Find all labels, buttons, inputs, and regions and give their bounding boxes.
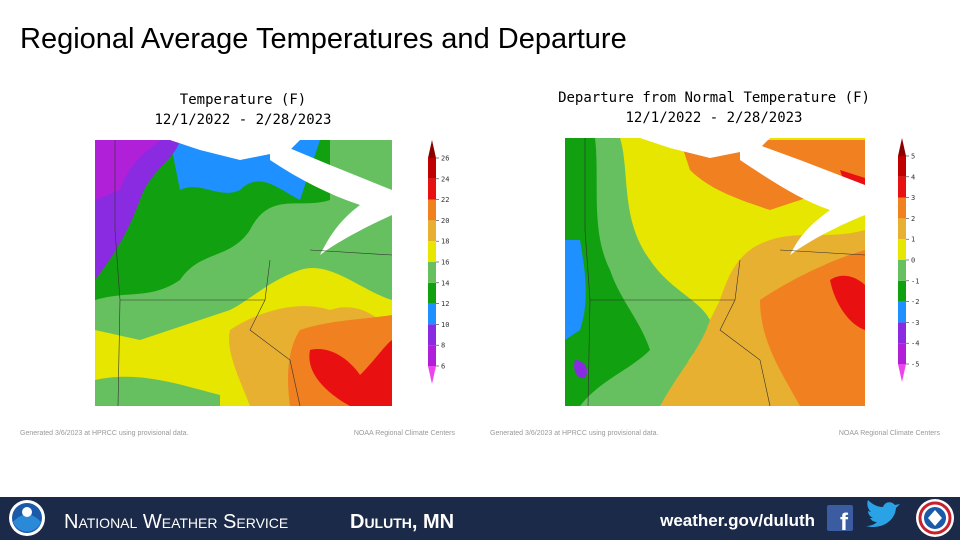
colorbar-segment: [898, 176, 906, 198]
colorbar-label: 4: [911, 173, 915, 181]
colorbar-segment: [428, 303, 436, 325]
colorbar-label: 8: [441, 342, 445, 350]
colorbar-label: 1: [911, 236, 915, 244]
map-subtitle: 12/1/2022 - 2/28/2023: [154, 112, 331, 128]
colorbar-label: 10: [441, 321, 449, 329]
colorbar-label: 18: [441, 238, 449, 246]
colorbar-segment: [428, 220, 436, 242]
slide-title: Regional Average Temperatures and Depart…: [20, 23, 627, 55]
credit: NOAA Regional Climate Centers: [354, 430, 456, 437]
colorbar-label: 22: [441, 196, 449, 204]
colorbar-label: 5: [911, 153, 915, 161]
colorbar-segment: [898, 343, 906, 364]
colorbar-label: -5: [911, 361, 919, 369]
colorbar-segment: [898, 197, 906, 219]
colorbar-segment: [428, 345, 436, 366]
temperature-map: [95, 140, 393, 407]
map-subtitle: 12/1/2022 - 2/28/2023: [625, 110, 802, 126]
colorbar-label: 6: [441, 363, 445, 371]
colorbar-label: 3: [911, 194, 915, 202]
colorbar-segment: [428, 324, 436, 346]
generated-note: Generated 3/6/2023 at HPRCC using provis…: [20, 430, 189, 437]
colorbar-segment: [898, 260, 906, 281]
credit: NOAA Regional Climate Centers: [839, 430, 941, 437]
colorbar-segment: [898, 239, 906, 260]
colorbar-label: 2: [911, 215, 915, 223]
colorbar-label: 20: [441, 217, 449, 225]
map-title: Temperature (F): [180, 92, 306, 108]
colorbar-label: -4: [911, 340, 919, 348]
colorbar-segment: [428, 158, 436, 179]
noaa-logo: [9, 500, 45, 536]
colorbar-segment: [898, 322, 906, 344]
nws-logo: [916, 499, 954, 537]
departure-map: [565, 138, 866, 407]
website[interactable]: weather.gov/duluth: [659, 511, 815, 530]
colorbar-label: -2: [911, 298, 919, 306]
office-name: Duluth, MN: [350, 511, 454, 533]
colorbar-segment: [428, 241, 436, 262]
colorbar-segment: [898, 301, 906, 323]
colorbar-segment: [428, 262, 436, 283]
colorbar-segment: [428, 282, 436, 304]
colorbar-label: 16: [441, 259, 449, 267]
colorbar-segment: [428, 199, 436, 221]
colorbar-label: 26: [441, 155, 449, 163]
colorbar-label: 24: [441, 175, 449, 183]
colorbar-segment: [898, 280, 906, 302]
colorbar-label: 0: [911, 257, 915, 265]
facebook-icon[interactable]: f: [827, 505, 853, 536]
colorbar-label: -3: [911, 319, 919, 327]
colorbar-segment: [898, 156, 906, 177]
colorbar-arrow: [898, 364, 906, 382]
colorbar-label: 14: [441, 279, 449, 287]
map-title: Departure from Normal Temperature (F): [558, 90, 870, 106]
colorbar-label: 12: [441, 300, 449, 308]
agency-name: National Weather Service: [64, 511, 288, 533]
svg-text:f: f: [840, 509, 849, 536]
colorbar-arrow: [898, 138, 906, 156]
footer-bar: [0, 497, 960, 540]
colorbar-label: -1: [911, 277, 919, 285]
colorbar-arrow: [428, 366, 436, 384]
colorbar-segment: [898, 218, 906, 240]
colorbar-arrow: [428, 140, 436, 158]
generated-note: Generated 3/6/2023 at HPRCC using provis…: [490, 430, 659, 437]
colorbar-segment: [428, 178, 436, 200]
twitter-icon[interactable]: [866, 500, 900, 528]
